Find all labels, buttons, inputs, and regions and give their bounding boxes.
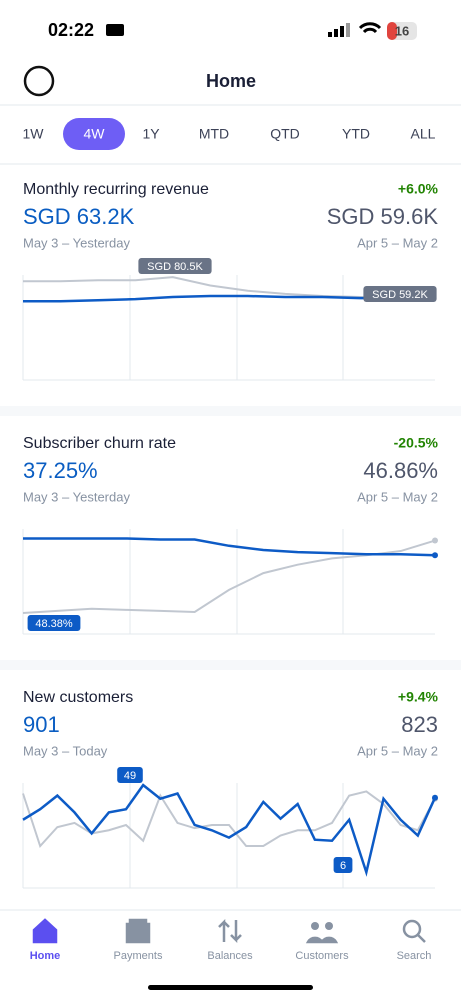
current-period: May 3 – Yesterday [23,489,130,504]
previous-period: Apr 5 – May 2 [357,235,438,250]
chart-badge [27,615,81,631]
nav-icon-lens [402,919,422,939]
chart-badge-text: 48.38% [35,618,73,630]
nav-icon[interactable] [125,918,151,944]
battery-text: 16 [395,23,409,38]
end-dot [432,552,438,559]
chart-badge-text: 49 [124,770,136,782]
battery-level [387,22,397,40]
change: +9.4% [398,689,439,705]
card-separator [0,660,461,670]
nav-icon[interactable] [305,936,339,944]
current-value: SGD 63.2K [23,204,135,229]
nav-icon-head [311,922,319,930]
chart-badge-text: SGD 59.2K [372,289,428,301]
card-title: Monthly recurring revenue [23,181,209,198]
chart-badge-text: SGD 80.5K [147,261,203,273]
range-tab[interactable]: ALL [411,126,436,142]
previous-value: 46.86% [363,458,438,483]
nav-icon-head [325,922,333,930]
line-series [22,783,437,877]
range-tab[interactable]: YTD [342,126,370,142]
line-series [23,537,436,557]
chart-badge-text: 6 [340,860,346,872]
range-tab[interactable]: 1W [23,126,45,142]
home-indicator [148,985,313,990]
chart-badge [138,258,212,274]
nav-icon[interactable] [417,934,426,943]
avatar[interactable] [23,65,55,97]
chart-badge [333,857,353,873]
previous-period: Apr 5 – May 2 [357,743,438,758]
nav-label[interactable]: Balances [207,950,253,962]
card-separator [0,406,461,416]
range-tab[interactable]: 1Y [142,126,160,142]
change: -20.5% [394,435,439,451]
nav-icon[interactable] [218,918,242,944]
tab-selected[interactable] [63,118,125,150]
chart-badge [363,286,437,302]
previous-value: 823 [401,712,438,737]
current-value: 37.25% [23,458,98,483]
range-tab[interactable]: 4W [84,126,106,142]
card-title: Subscriber churn rate [23,435,176,452]
chart-badge [117,767,143,783]
current-period: May 3 – Today [23,743,108,758]
nav-label[interactable]: Payments [114,950,163,962]
nav-icon[interactable] [32,918,58,944]
range-tab[interactable]: MTD [199,126,229,142]
clock: 02:22 [48,20,94,40]
signal-icon [328,23,350,37]
range-tab[interactable]: QTD [270,126,300,142]
page-title: Home [206,71,256,91]
nav-label[interactable]: Search [397,950,432,962]
change: +6.0% [398,181,439,197]
nav-label[interactable]: Customers [295,950,349,962]
current-period: May 3 – Yesterday [23,235,130,250]
nav-label[interactable]: Home [30,950,61,962]
card-title: New customers [23,689,133,706]
end-dot [432,794,438,801]
sleep-icon [106,24,124,36]
current-value: 901 [23,712,60,737]
previous-value: SGD 59.6K [327,204,439,229]
previous-period: Apr 5 – May 2 [357,489,438,504]
wifi-icon [358,22,382,34]
end-dot [432,537,438,544]
